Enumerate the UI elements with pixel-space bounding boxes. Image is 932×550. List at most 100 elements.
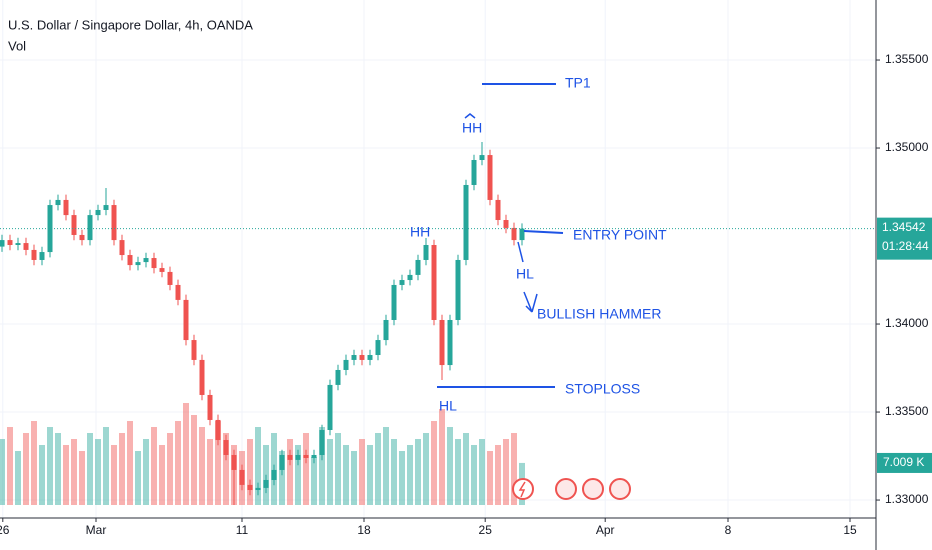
event-icon[interactable]: [609, 478, 631, 500]
candle-body: [175, 284, 181, 300]
candle-body: [263, 479, 269, 488]
grid: [0, 0, 876, 518]
candle-body: [79, 234, 85, 241]
candle-body: [119, 240, 125, 256]
countdown-label: 01:28:44: [882, 239, 929, 253]
candle-body: [351, 355, 357, 360]
volume-bar: [127, 421, 133, 505]
volume-bar: [471, 445, 477, 505]
volume-bar: [391, 439, 397, 505]
candle-body: [455, 259, 461, 320]
annotation: HL: [516, 266, 534, 282]
volume-bar: [439, 409, 445, 505]
candle-body: [343, 359, 349, 370]
volume-bar: [7, 427, 13, 505]
candle-body: [167, 271, 173, 285]
candle-body: [279, 454, 285, 470]
x-tick-label: 18: [357, 523, 371, 537]
volume-bar: [359, 439, 365, 505]
volume-bar: [295, 445, 301, 505]
volume-bar: [71, 439, 77, 505]
candle-body: [143, 258, 149, 263]
x-tick-label: Apr: [596, 523, 615, 537]
candle-body: [23, 243, 29, 250]
candle-body: [135, 262, 141, 266]
volume-bar: [415, 439, 421, 505]
annotation: HH: [462, 120, 482, 136]
x-tick-label: 26: [0, 523, 10, 537]
annotation: ENTRY POINT: [573, 227, 667, 243]
volume-bar: [383, 427, 389, 505]
volume-bar: [23, 433, 29, 505]
volume-bar: [399, 451, 405, 505]
candle-body: [479, 155, 485, 160]
x-tick-label: 8: [725, 523, 732, 537]
volume-bar: [119, 433, 125, 505]
candle-body: [407, 274, 413, 281]
volume-bar: [175, 421, 181, 505]
candle-body: [383, 319, 389, 341]
volume-bar: [39, 445, 45, 505]
volume-bar: [103, 427, 109, 505]
candle-body: [423, 245, 429, 260]
candle-body: [359, 355, 365, 360]
candle-body: [183, 299, 189, 341]
volume-bar: [55, 433, 61, 505]
candle-body: [463, 184, 469, 260]
candle-body: [87, 215, 93, 241]
volume-bar: [0, 439, 5, 505]
candle-body: [191, 340, 197, 360]
event-icon[interactable]: [512, 478, 534, 500]
volume-bar: [215, 421, 221, 505]
candle-body: [487, 155, 493, 200]
x-tick-label: 25: [479, 523, 493, 537]
candle-body: [199, 359, 205, 395]
candle-body: [327, 384, 333, 430]
event-icon[interactable]: [582, 478, 604, 500]
candle-body: [71, 215, 77, 235]
candle-body: [495, 199, 501, 221]
volume-bar: [319, 427, 325, 505]
event-icon[interactable]: [555, 478, 577, 500]
volume-bar: [79, 451, 85, 505]
candle-body: [447, 319, 453, 366]
x-tick-label: Mar: [86, 523, 107, 537]
entry-line: [523, 230, 564, 234]
current-price-tag: [877, 217, 932, 260]
candle-body: [231, 454, 237, 470]
annotation: BULLISH HAMMER: [537, 306, 661, 322]
time-axis-bg: [0, 518, 932, 550]
candle-body: [511, 227, 517, 241]
volume-bar: [479, 439, 485, 505]
candle-body: [55, 199, 61, 206]
candle-body: [111, 205, 117, 241]
volume-bar: [15, 451, 21, 505]
volume-title: Vol: [8, 38, 26, 53]
candle-body: [503, 220, 509, 228]
volume-bar: [255, 427, 261, 505]
y-tick-label: 1.34000: [885, 316, 929, 330]
volume-bar: [343, 445, 349, 505]
candle-body: [519, 228, 525, 241]
volume-bar: [47, 427, 53, 505]
candle-body: [255, 487, 261, 491]
volume-bar: [151, 427, 157, 505]
candle-body: [159, 268, 165, 272]
candle-body: [271, 469, 277, 480]
volume-bar: [247, 439, 253, 505]
volume-tag-label: 7.009 K: [883, 455, 924, 469]
volume-bar: [135, 451, 141, 505]
candle-body: [335, 369, 341, 385]
event-icons: [512, 478, 631, 500]
volume-bar: [511, 433, 517, 505]
volume-tag: [877, 452, 932, 473]
volume-bar: [95, 439, 101, 505]
volume-bar: [159, 445, 165, 505]
lightning: [518, 481, 526, 498]
chart-title: U.S. Dollar / Singapore Dollar, 4h, OAND…: [8, 17, 253, 32]
candle-layer: [0, 142, 876, 505]
candle-body: [431, 245, 437, 320]
candle-body: [367, 355, 373, 360]
volume-bar: [31, 421, 37, 505]
volume-bar: [287, 439, 293, 505]
